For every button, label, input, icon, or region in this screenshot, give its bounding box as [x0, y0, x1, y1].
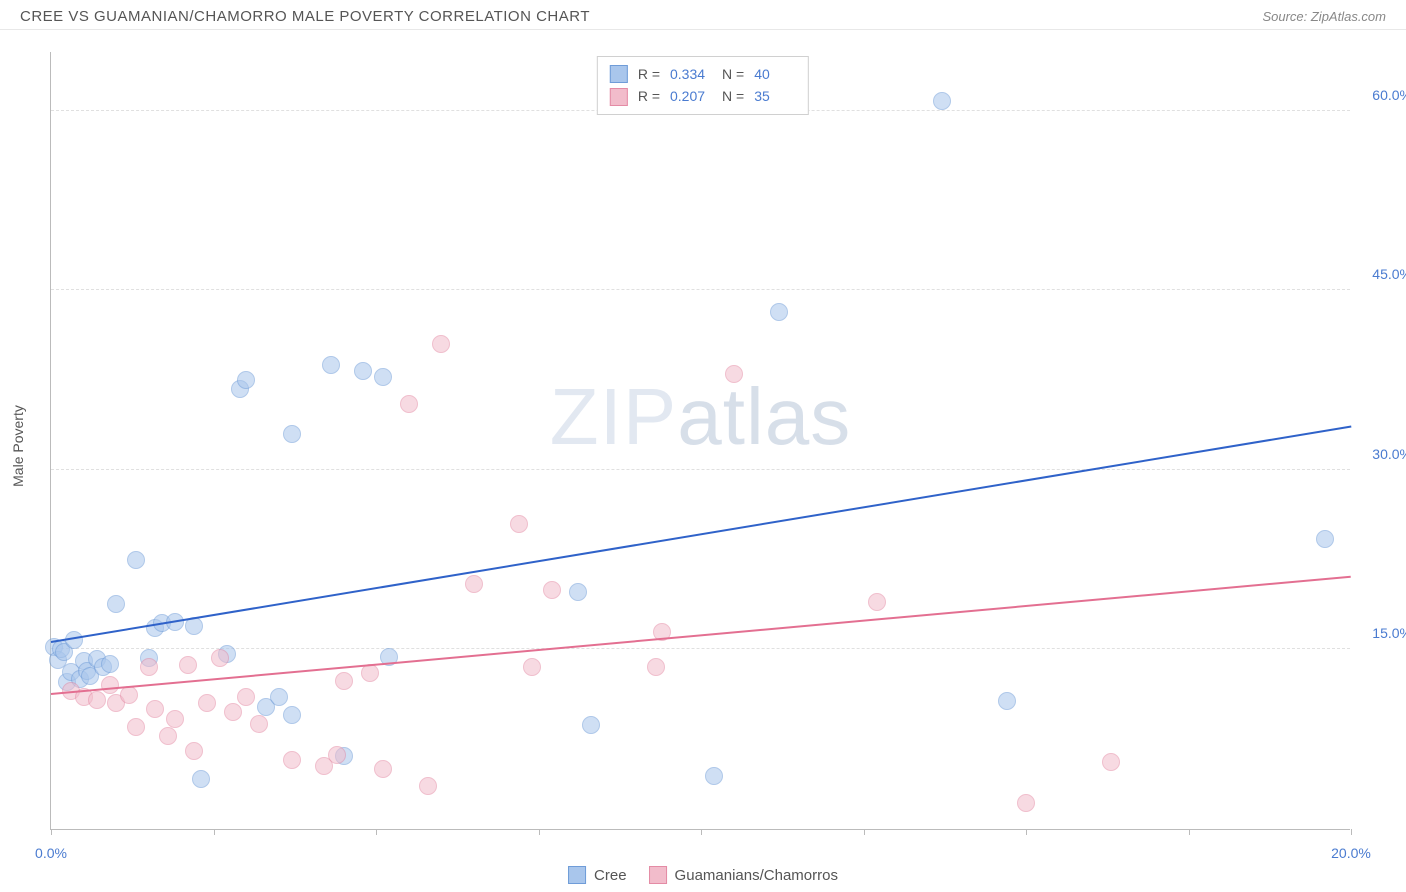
scatter-point	[198, 694, 216, 712]
scatter-point	[101, 655, 119, 673]
scatter-point	[725, 365, 743, 383]
scatter-point	[159, 727, 177, 745]
x-tick-label: 0.0%	[35, 845, 67, 861]
x-tick	[539, 829, 540, 835]
x-tick	[864, 829, 865, 835]
scatter-point	[237, 371, 255, 389]
y-tick-label: 30.0%	[1357, 446, 1406, 462]
legend-series-item: Cree	[568, 866, 627, 884]
scatter-point	[933, 92, 951, 110]
scatter-point	[101, 676, 119, 694]
x-tick	[1026, 829, 1027, 835]
y-tick-label: 60.0%	[1357, 87, 1406, 103]
legend-series-label: Guamanians/Chamorros	[675, 867, 838, 884]
scatter-point	[400, 395, 418, 413]
scatter-point	[335, 672, 353, 690]
scatter-point	[179, 656, 197, 674]
chart-source: Source: ZipAtlas.com	[1262, 9, 1386, 24]
scatter-point	[270, 688, 288, 706]
chart-container: CREE VS GUAMANIAN/CHAMORRO MALE POVERTY …	[0, 0, 1406, 892]
trend-line	[51, 426, 1351, 643]
legend-swatch	[610, 88, 628, 106]
legend-series: Cree Guamanians/Chamorros	[568, 866, 838, 884]
r-value: 0.207	[670, 85, 712, 107]
scatter-point	[361, 664, 379, 682]
n-label: N =	[722, 85, 744, 107]
scatter-point	[146, 700, 164, 718]
scatter-point	[88, 691, 106, 709]
scatter-point	[510, 515, 528, 533]
plot-area: ZIPatlas 15.0%30.0%45.0%60.0%0.0%20.0%	[50, 52, 1350, 830]
x-tick	[376, 829, 377, 835]
scatter-point	[127, 718, 145, 736]
scatter-point	[374, 368, 392, 386]
scatter-point	[211, 649, 229, 667]
n-value: 35	[754, 85, 796, 107]
r-label: R =	[638, 85, 660, 107]
scatter-point	[582, 716, 600, 734]
scatter-point	[465, 575, 483, 593]
scatter-point	[192, 770, 210, 788]
n-value: 40	[754, 63, 796, 85]
legend-series-label: Cree	[594, 867, 627, 884]
scatter-point	[1017, 794, 1035, 812]
scatter-point	[432, 335, 450, 353]
grid-line	[51, 289, 1350, 290]
scatter-point	[543, 581, 561, 599]
x-tick	[701, 829, 702, 835]
scatter-point	[283, 706, 301, 724]
legend-correlation: R = 0.334 N = 40 R = 0.207 N = 35	[597, 56, 809, 115]
scatter-point	[1316, 530, 1334, 548]
x-tick	[214, 829, 215, 835]
n-label: N =	[722, 63, 744, 85]
scatter-point	[237, 688, 255, 706]
scatter-point	[322, 356, 340, 374]
trend-line	[51, 576, 1351, 695]
grid-line	[51, 469, 1350, 470]
x-tick	[1351, 829, 1352, 835]
chart-header: CREE VS GUAMANIAN/CHAMORRO MALE POVERTY …	[0, 0, 1406, 30]
scatter-point	[328, 746, 346, 764]
grid-line	[51, 648, 1350, 649]
scatter-point	[569, 583, 587, 601]
y-axis-label: Male Poverty	[10, 405, 26, 487]
r-label: R =	[638, 63, 660, 85]
scatter-point	[283, 425, 301, 443]
scatter-point	[523, 658, 541, 676]
scatter-point	[120, 686, 138, 704]
scatter-point	[127, 551, 145, 569]
scatter-point	[647, 658, 665, 676]
scatter-point	[250, 715, 268, 733]
legend-swatch	[649, 866, 667, 884]
scatter-point	[107, 595, 125, 613]
scatter-point	[770, 303, 788, 321]
legend-series-item: Guamanians/Chamorros	[649, 866, 838, 884]
scatter-point	[1102, 753, 1120, 771]
scatter-point	[705, 767, 723, 785]
scatter-point	[419, 777, 437, 795]
legend-correlation-row: R = 0.334 N = 40	[610, 63, 796, 85]
scatter-point	[140, 658, 158, 676]
legend-correlation-row: R = 0.207 N = 35	[610, 85, 796, 107]
legend-swatch	[610, 65, 628, 83]
legend-swatch	[568, 866, 586, 884]
scatter-point	[998, 692, 1016, 710]
x-tick	[1189, 829, 1190, 835]
scatter-point	[283, 751, 301, 769]
chart-title: CREE VS GUAMANIAN/CHAMORRO MALE POVERTY …	[20, 8, 590, 25]
r-value: 0.334	[670, 63, 712, 85]
y-tick-label: 45.0%	[1357, 266, 1406, 282]
x-tick	[51, 829, 52, 835]
watermark: ZIPatlas	[550, 371, 851, 463]
scatter-point	[166, 710, 184, 728]
x-tick-label: 20.0%	[1331, 845, 1371, 861]
scatter-point	[185, 742, 203, 760]
y-tick-label: 15.0%	[1357, 625, 1406, 641]
scatter-point	[868, 593, 886, 611]
scatter-point	[224, 703, 242, 721]
scatter-point	[374, 760, 392, 778]
scatter-point	[354, 362, 372, 380]
